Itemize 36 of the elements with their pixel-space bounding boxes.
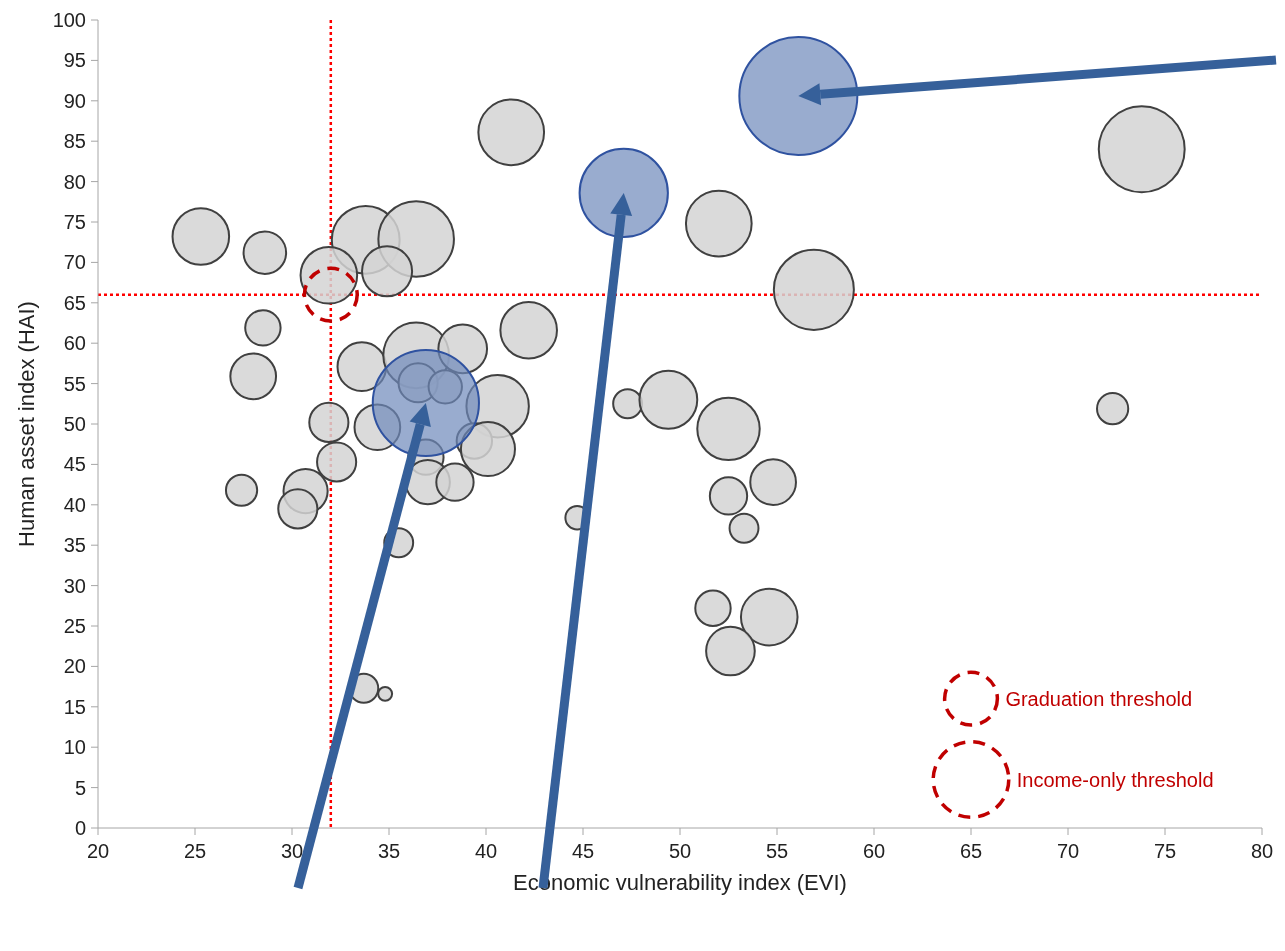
y-axis-title: Human asset index (HAI)	[14, 301, 39, 547]
x-tick-label: 30	[280, 840, 304, 862]
y-tick-label: 95	[63, 49, 86, 72]
y-tick-label: 65	[63, 291, 86, 314]
y-tick-label: 50	[63, 413, 86, 435]
y-tick-label: 15	[63, 695, 86, 718]
x-tick-label: 60	[862, 840, 886, 862]
y-tick-label: 10	[63, 736, 86, 759]
y-tick-label: 5	[74, 776, 86, 799]
x-tick-label: 45	[571, 840, 595, 862]
y-tick-label: 25	[63, 615, 86, 637]
y-tick-label: 85	[63, 130, 86, 153]
y-tick-label: 100	[52, 9, 86, 31]
y-tick-label: 35	[63, 534, 86, 557]
y-tick-label: 30	[63, 574, 86, 597]
y-tick-label: 20	[63, 655, 86, 678]
y-tick-label: 75	[63, 211, 86, 233]
x-tick-label: 55	[765, 840, 789, 862]
y-tick-label: 90	[63, 89, 86, 112]
x-tick-label: 25	[183, 840, 207, 862]
x-tick-label: 40	[474, 840, 498, 862]
y-tick-label: 40	[63, 493, 86, 516]
y-tick-label: 45	[63, 453, 86, 476]
x-tick-label: 80	[1250, 840, 1274, 862]
x-tick-label: 35	[377, 840, 401, 862]
series-label: Graduation threshold	[1005, 687, 1193, 710]
x-tick-label: 70	[1056, 840, 1080, 862]
y-tick-label: 60	[63, 332, 86, 355]
x-tick-label: 65	[959, 840, 983, 862]
y-tick-label: 70	[63, 251, 86, 274]
y-tick-label: 0	[74, 817, 86, 839]
series-label: Income-only threshold	[1016, 768, 1214, 791]
y-tick-label: 80	[63, 170, 86, 193]
x-tick-label: 75	[1153, 840, 1177, 862]
x-tick-label: 50	[668, 840, 692, 862]
y-tick-label: 55	[63, 372, 86, 395]
